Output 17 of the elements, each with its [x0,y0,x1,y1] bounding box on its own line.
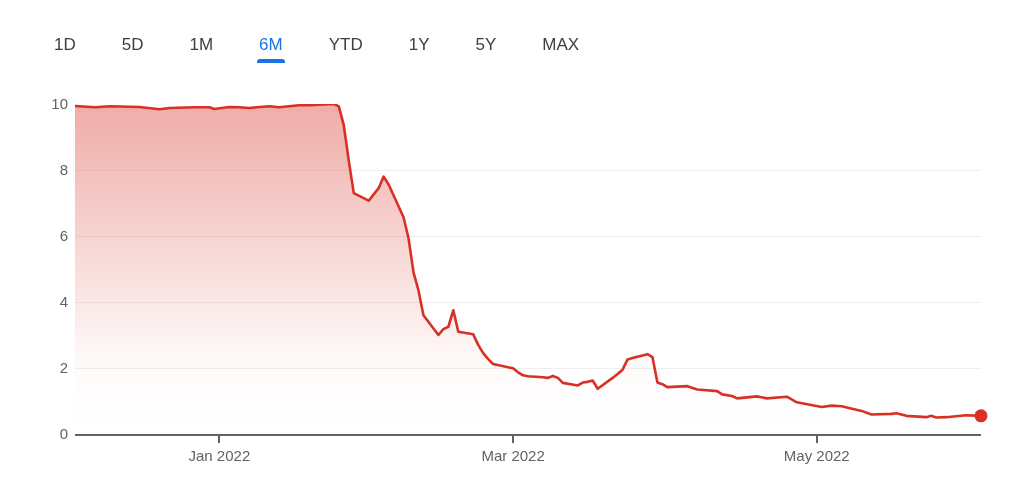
x-tick-label: Mar 2022 [481,446,545,464]
range-button[interactable]: MAX [542,34,580,56]
x-tick-label: May 2022 [783,446,850,464]
y-tick-label: 6 [59,227,68,245]
x-tick-label: Jan 2022 [188,446,251,464]
range-button[interactable]: 1M [189,34,214,56]
y-tick-label: 0 [59,425,68,443]
range-button[interactable]: 1Y [408,34,430,56]
range-button[interactable]: YTD [328,34,363,56]
range-button[interactable]: 5Y [475,34,497,56]
range-button[interactable]: 1D [54,34,76,56]
y-tick-label: 4 [59,293,68,311]
y-tick-label: 10 [51,95,68,113]
y-tick-label: 2 [59,359,68,377]
range-button[interactable]: 5D [121,34,144,56]
y-tick-label: 8 [59,161,68,179]
range-button[interactable]: 6M [259,34,283,56]
